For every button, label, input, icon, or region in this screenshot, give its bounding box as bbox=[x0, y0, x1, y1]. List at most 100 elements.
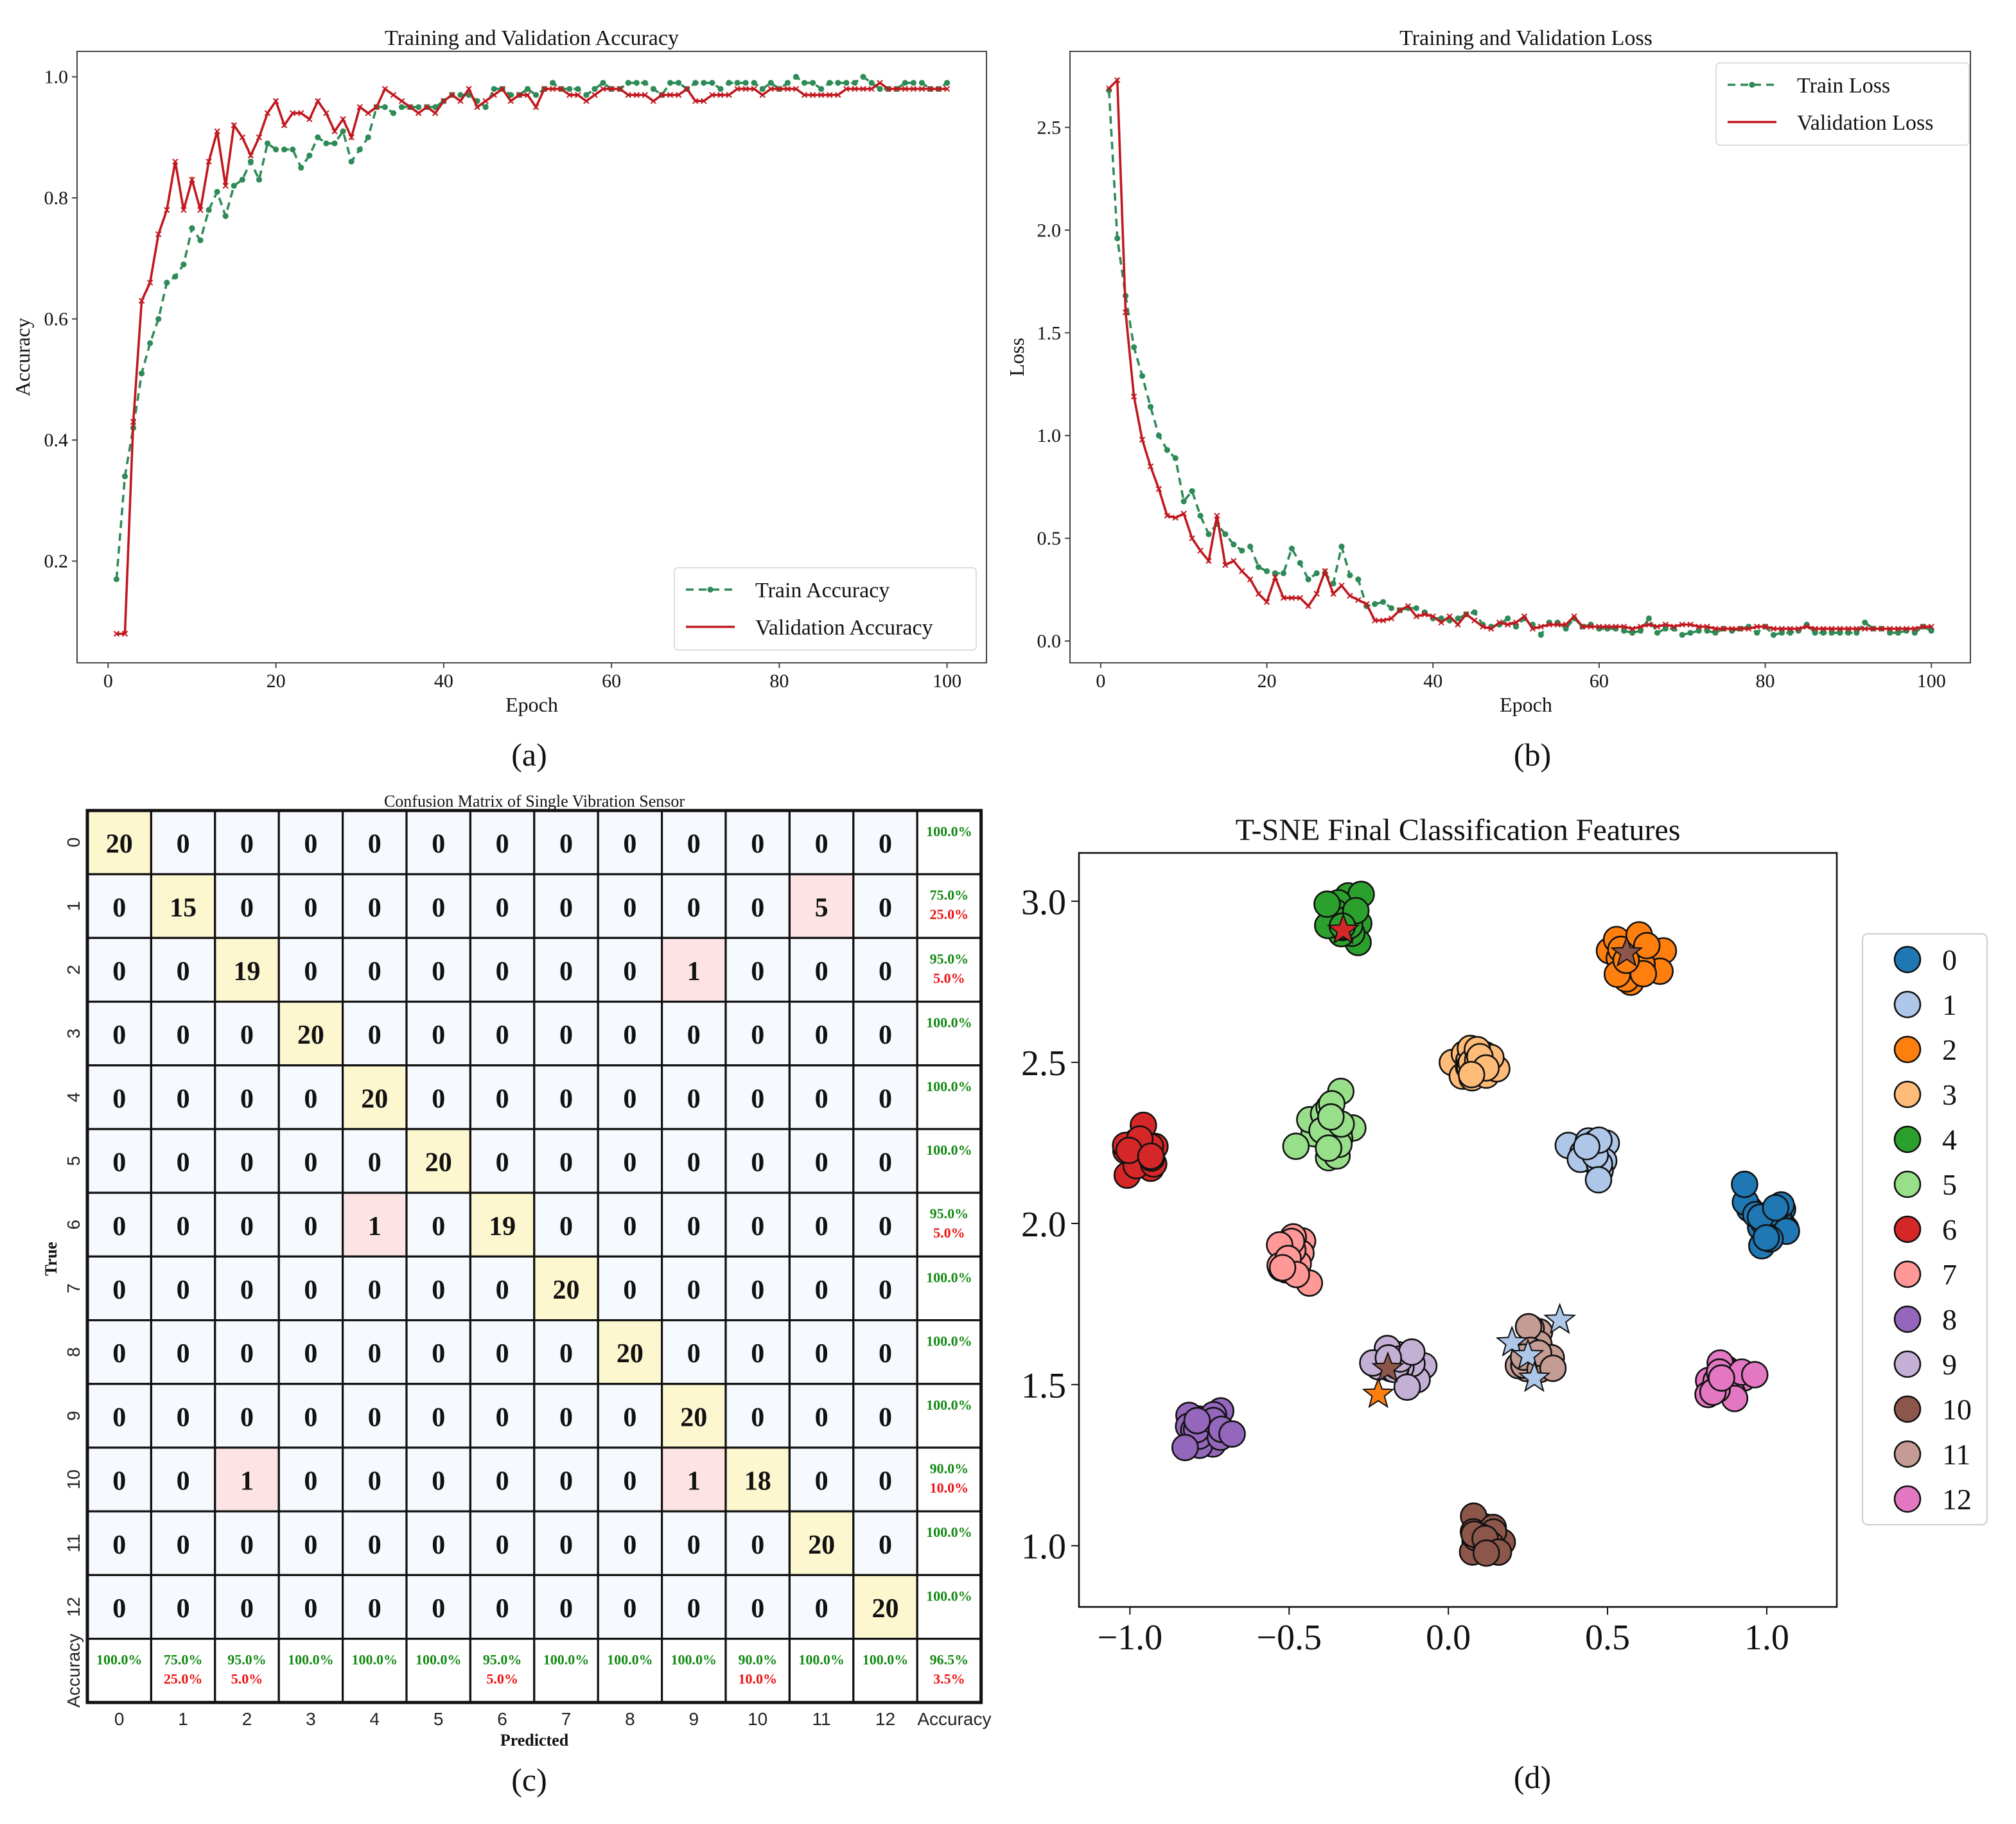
data-point bbox=[1812, 626, 1818, 632]
matrix-cell: 20 bbox=[405, 1128, 472, 1194]
cell-background bbox=[724, 1638, 791, 1704]
column-label: 11 bbox=[812, 1709, 831, 1729]
cell-background bbox=[533, 1383, 599, 1449]
data-point bbox=[121, 631, 128, 637]
data-point bbox=[1803, 623, 1810, 630]
matrix-cell: 0 bbox=[724, 1574, 791, 1640]
cell-background bbox=[788, 936, 855, 1003]
data-point bbox=[835, 92, 841, 98]
cell-background bbox=[597, 873, 663, 939]
matrix-cell: 0 bbox=[852, 1446, 918, 1513]
cell-count: 0 bbox=[623, 1530, 636, 1560]
data-point bbox=[1421, 611, 1428, 618]
cell-count: 0 bbox=[368, 893, 381, 923]
data-point bbox=[524, 85, 531, 92]
data-point bbox=[499, 85, 505, 92]
series-line bbox=[115, 75, 948, 580]
data-point bbox=[206, 158, 212, 165]
cell-background bbox=[916, 1510, 983, 1576]
cell-count: 0 bbox=[368, 1530, 381, 1560]
cell-count: 0 bbox=[496, 1276, 509, 1305]
cell-background bbox=[214, 1064, 280, 1130]
data-point bbox=[121, 473, 128, 480]
data-point bbox=[1472, 1539, 1500, 1567]
data-point bbox=[1637, 627, 1644, 634]
matrix-cell: 0 bbox=[724, 1255, 791, 1322]
x-tick-label: 20 bbox=[1258, 671, 1277, 692]
data-point bbox=[222, 182, 229, 189]
plot-area bbox=[76, 51, 987, 663]
matrix-cell: 0 bbox=[277, 1255, 344, 1322]
cell-background bbox=[214, 936, 280, 1003]
data-point bbox=[1197, 547, 1204, 554]
legend-label: 6 bbox=[1942, 1213, 1957, 1246]
matrix-cell: 0 bbox=[533, 1574, 599, 1640]
matrix-cell: 20 bbox=[852, 1574, 918, 1640]
legend-marker bbox=[1749, 82, 1755, 88]
cell-count: 0 bbox=[304, 830, 317, 859]
data-point bbox=[885, 85, 891, 92]
data-point bbox=[164, 207, 170, 213]
data-point bbox=[1645, 615, 1652, 622]
cell-background bbox=[660, 1064, 727, 1130]
cell-count: 0 bbox=[432, 1403, 445, 1432]
cell-background bbox=[660, 1319, 727, 1385]
data-point bbox=[549, 85, 556, 92]
data-point bbox=[432, 104, 439, 110]
cell-count: 0 bbox=[687, 1212, 701, 1241]
data-point bbox=[1239, 547, 1245, 554]
data-point bbox=[625, 80, 631, 86]
column-label: 10 bbox=[748, 1709, 767, 1729]
y-tick-label: 2.0 bbox=[1021, 1205, 1066, 1245]
data-point bbox=[1313, 570, 1320, 577]
cell-count: 0 bbox=[304, 1276, 317, 1305]
accuracy-value: 95.0% bbox=[483, 1652, 522, 1668]
data-point bbox=[1330, 580, 1337, 587]
matrix-cell: 0 bbox=[405, 1000, 472, 1067]
cell-background bbox=[86, 936, 153, 1003]
cell-count: 0 bbox=[623, 893, 636, 923]
cell-count: 0 bbox=[496, 1403, 509, 1432]
cell-background bbox=[86, 1064, 153, 1130]
data-point bbox=[390, 92, 397, 98]
matrix-cell: 0 bbox=[341, 1000, 408, 1067]
matrix-cell: 0 bbox=[533, 873, 599, 939]
matrix-cell: 0 bbox=[277, 1574, 344, 1640]
cell-background bbox=[469, 1319, 536, 1385]
data-point bbox=[1288, 545, 1295, 552]
matrix-cell: 0 bbox=[788, 1319, 855, 1385]
cell-count: 0 bbox=[368, 1403, 381, 1432]
cell-count: 0 bbox=[177, 1339, 190, 1369]
matrix-cell: 0 bbox=[660, 873, 727, 939]
data-point bbox=[1903, 626, 1910, 632]
data-point bbox=[1372, 601, 1378, 608]
data-point bbox=[1828, 629, 1835, 636]
column-label: 1 bbox=[178, 1709, 188, 1729]
matrix-cell: 0 bbox=[788, 809, 855, 875]
row-label: 12 bbox=[64, 1597, 83, 1617]
cell-background bbox=[405, 1255, 472, 1322]
cell-background bbox=[469, 1638, 536, 1704]
data-point bbox=[432, 110, 439, 116]
row-label: 5 bbox=[64, 1156, 83, 1166]
data-point bbox=[1139, 373, 1146, 380]
data-point bbox=[180, 207, 187, 213]
row-label: 7 bbox=[64, 1283, 83, 1293]
matrix-cell: 0 bbox=[405, 1383, 472, 1449]
data-point bbox=[1708, 1364, 1735, 1392]
data-point bbox=[566, 85, 573, 92]
accuracy-value: 75.0% bbox=[930, 887, 969, 903]
matrix-cell: 0 bbox=[150, 1446, 216, 1513]
matrix-cell: 0 bbox=[724, 1510, 791, 1576]
data-point bbox=[683, 85, 690, 92]
data-point bbox=[902, 80, 908, 86]
legend-label: 8 bbox=[1942, 1303, 1957, 1336]
cell-count: 0 bbox=[559, 830, 573, 859]
error-value: 5.0% bbox=[486, 1671, 518, 1687]
data-point bbox=[1297, 595, 1303, 601]
matrix-cell: 0 bbox=[86, 936, 153, 1003]
data-point bbox=[1795, 626, 1801, 632]
accuracy-value: 100.0% bbox=[798, 1652, 845, 1668]
data-point bbox=[1573, 1133, 1600, 1161]
matrix-cell: 0 bbox=[788, 936, 855, 1003]
